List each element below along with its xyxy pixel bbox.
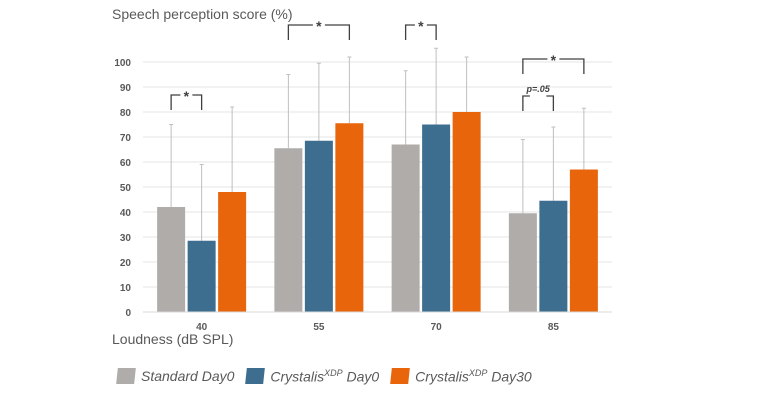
bar — [304, 140, 333, 312]
significance-bracket — [287, 24, 351, 40]
bar — [539, 200, 568, 312]
legend-item-standard-day0: Standard Day0 — [116, 368, 235, 385]
legend-label: Standard Day0 — [141, 368, 235, 385]
legend-item-crystalis-day30: CrystalisXDP Day30 — [390, 368, 532, 385]
y-tick-label: 0 — [125, 308, 131, 319]
y-tick-label: 20 — [120, 258, 132, 269]
bar — [187, 240, 216, 312]
significance-label: * — [551, 52, 557, 68]
y-tick-label: 50 — [120, 183, 132, 194]
y-tick-label: 70 — [120, 133, 132, 144]
significance-label: p=.05 — [525, 84, 550, 94]
bar — [422, 124, 451, 312]
bar — [452, 112, 481, 312]
legend-swatch — [245, 368, 266, 385]
legend-label-base: Crystalis — [270, 368, 325, 385]
legend-swatch — [390, 368, 411, 385]
x-axis-label: Loudness (dB SPL) — [112, 331, 234, 347]
bar — [508, 213, 537, 312]
significance-bracket — [522, 95, 555, 111]
y-tick-label: 60 — [120, 158, 132, 169]
bar — [391, 144, 420, 312]
significance-label: * — [184, 88, 190, 104]
legend-label: CrystalisXDP Day30 — [415, 368, 532, 385]
x-tick-label: 55 — [313, 322, 325, 333]
significance-bracket — [404, 24, 437, 40]
legend-label: CrystalisXDP Day0 — [270, 368, 379, 385]
significance-bracket — [522, 58, 585, 74]
y-tick-label: 40 — [120, 208, 132, 219]
bar — [274, 148, 303, 312]
legend-label-tail: Day30 — [487, 368, 532, 385]
legend-item-crystalis-day0: CrystalisXDP Day0 — [245, 368, 379, 385]
x-tick-label: 70 — [431, 322, 443, 333]
y-tick-label: 100 — [114, 58, 131, 69]
bar — [569, 169, 598, 312]
legend-label-base: Crystalis — [415, 368, 469, 385]
bar — [218, 192, 247, 312]
y-tick-label: 90 — [120, 83, 132, 94]
y-tick-label: 30 — [120, 233, 132, 244]
legend-swatch — [116, 368, 136, 385]
significance-label: * — [418, 18, 424, 34]
bar — [335, 123, 364, 312]
legend-label-sup: XDP — [324, 368, 343, 378]
y-tick-label: 10 — [120, 283, 132, 294]
y-tick-label: 80 — [120, 108, 132, 119]
x-tick-label: 40 — [196, 322, 208, 333]
x-tick-label: 85 — [548, 322, 560, 333]
legend: Standard Day0 CrystalisXDP Day0 Crystali… — [116, 368, 544, 385]
significance-label: * — [316, 18, 322, 34]
y-axis-label: Speech perception score (%) — [112, 6, 293, 22]
bar — [157, 207, 186, 312]
significance-bracket — [170, 94, 203, 110]
legend-label-tail: Day0 — [342, 368, 380, 385]
legend-label-sup: XDP — [468, 368, 488, 378]
